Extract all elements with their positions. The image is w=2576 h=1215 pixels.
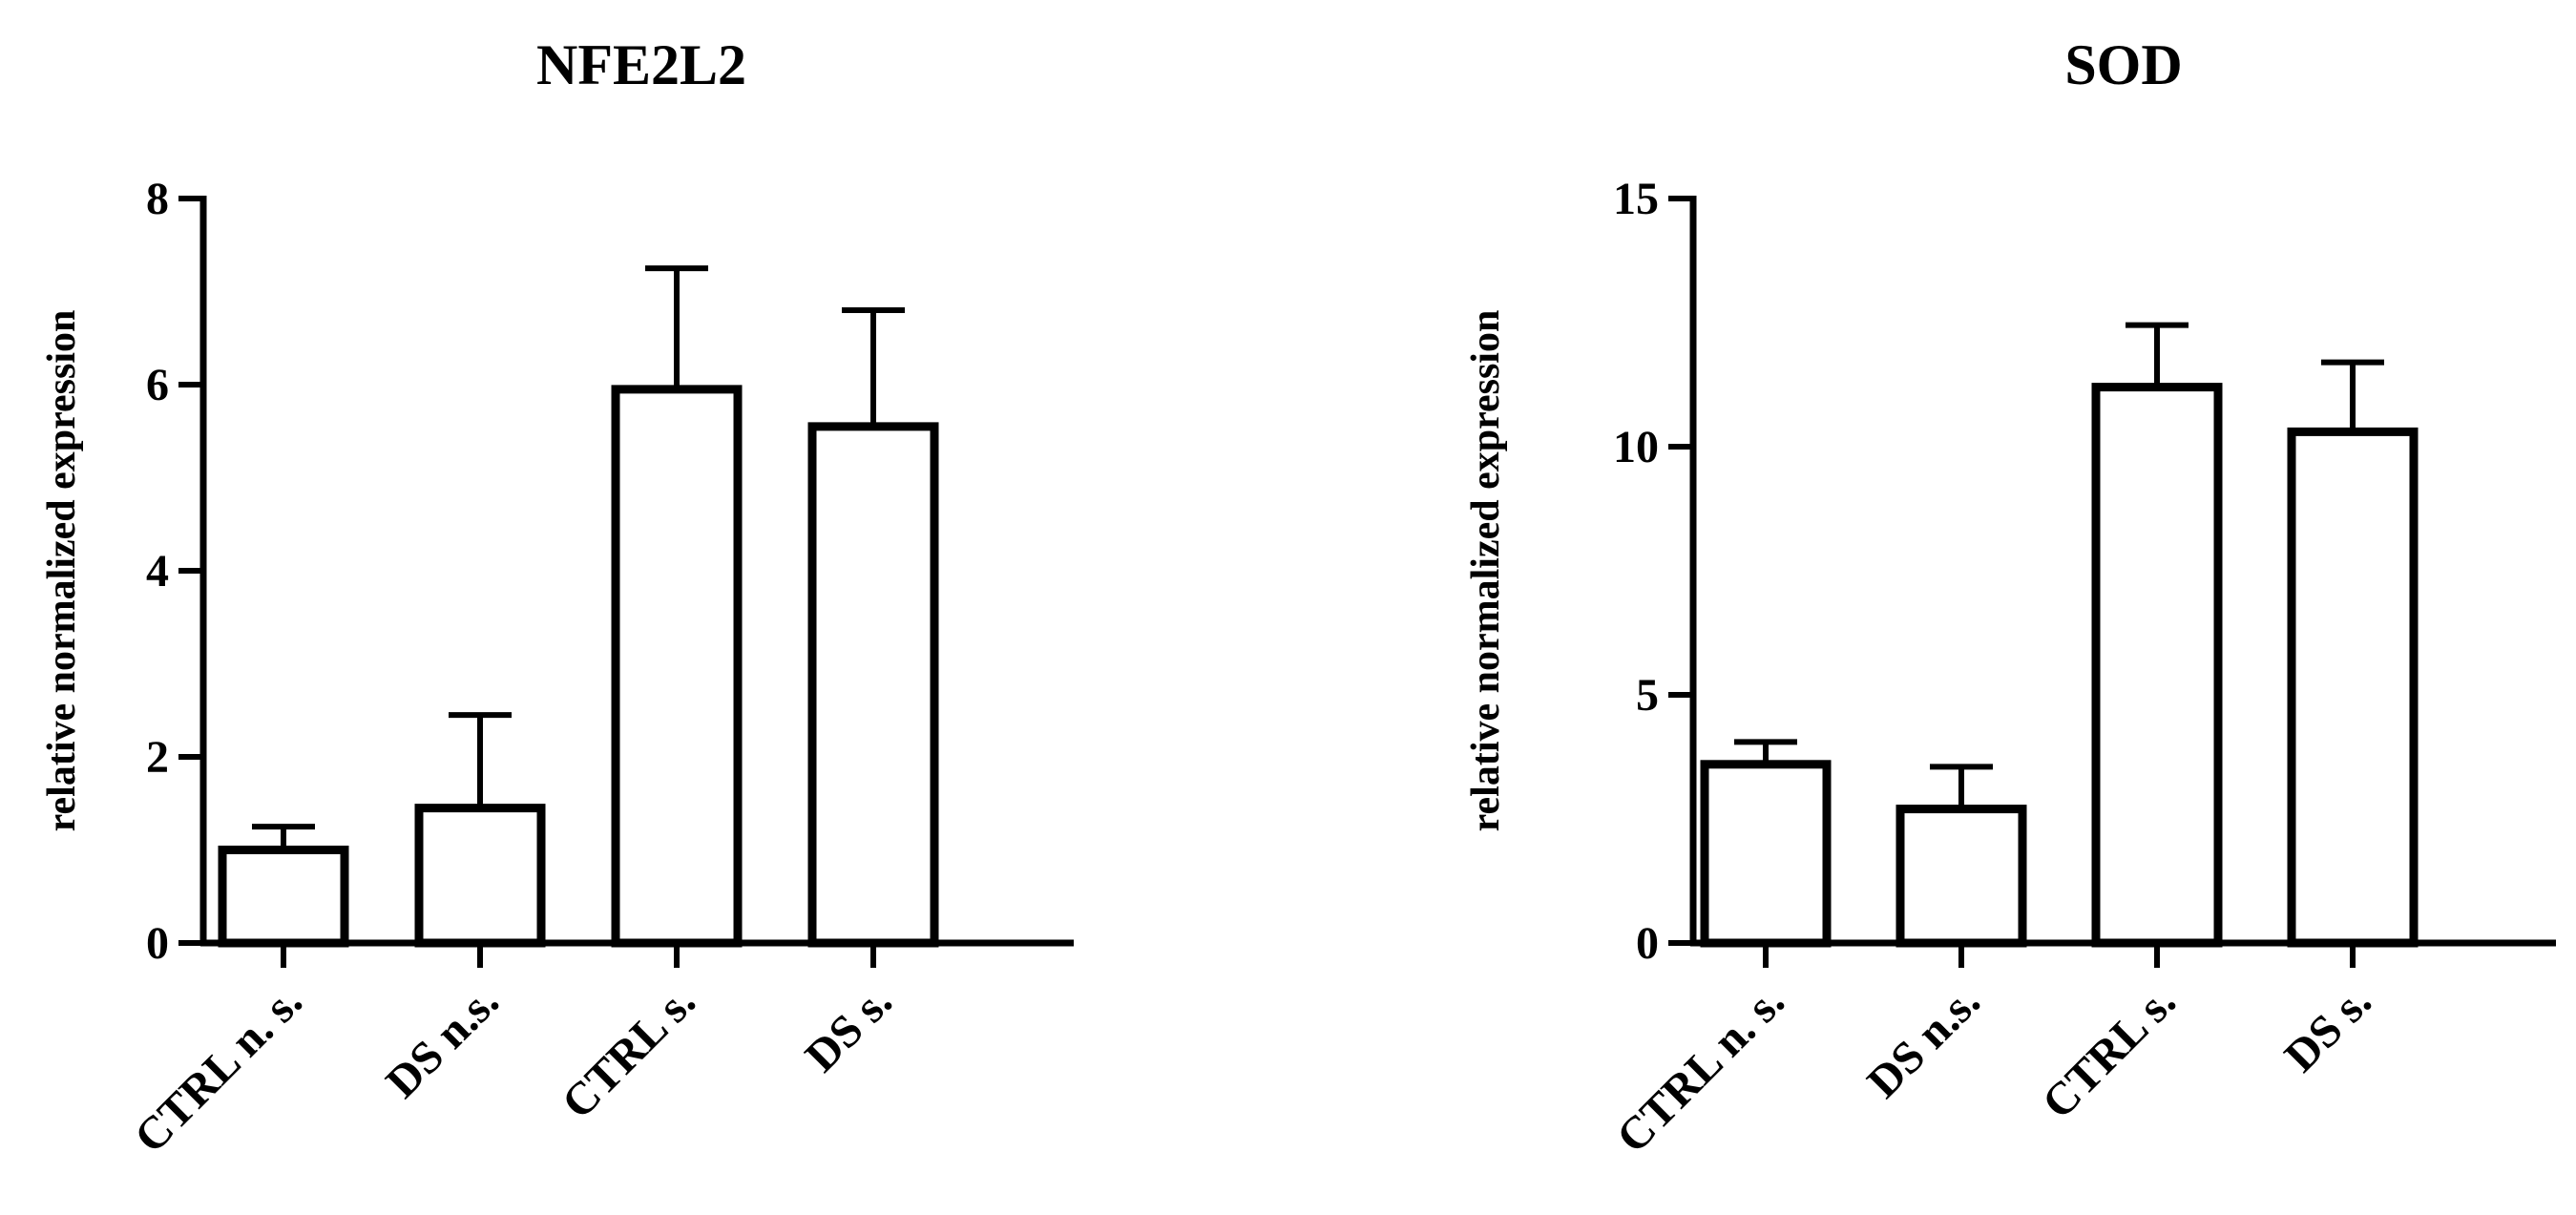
bar: [611, 385, 743, 948]
chart-title: SOD: [2064, 33, 2182, 96]
y-tick-label: 6: [146, 360, 169, 410]
y-tick-label: 0: [146, 918, 169, 969]
chart-panel-sod: SOD relative normalized expression 0 5 10 1…: [1464, 33, 2556, 1163]
bar: [2091, 383, 2223, 948]
y-tick-label: 10: [1613, 422, 1659, 472]
x-tick-label: DS n.s.: [1857, 975, 1989, 1107]
y-axis-label: relative normalized expression: [1464, 310, 1508, 832]
chart-panel-nfe2l2: NFE2L2 relative normalized expression 0 2…: [40, 33, 1074, 1163]
x-tick-label: DS s.: [2275, 975, 2381, 1081]
bar: [414, 804, 546, 948]
y-tick-label: 5: [1636, 670, 1659, 721]
y-tick-label: 15: [1613, 174, 1659, 224]
y-tick-label: 4: [146, 546, 169, 597]
chart-title: NFE2L2: [536, 33, 746, 96]
bar: [1700, 760, 1832, 948]
y-tick-label: 8: [146, 174, 169, 224]
bar: [807, 422, 939, 948]
bar: [1895, 805, 2027, 948]
x-tick-label: CTRL s.: [2033, 975, 2186, 1128]
y-tick-label: 0: [1636, 918, 1659, 969]
bar: [2287, 427, 2419, 948]
x-tick-label: CTRL n. s.: [1607, 975, 1794, 1163]
y-axis-label: relative normalized expression: [40, 310, 84, 832]
x-tick-label: DS s.: [796, 975, 902, 1081]
x-tick-label: DS n.s.: [376, 975, 508, 1107]
y-tick-label: 2: [146, 732, 169, 783]
x-tick-label: CTRL n. s.: [125, 975, 312, 1163]
bar: [218, 846, 349, 948]
x-tick-label: CTRL s.: [553, 975, 705, 1128]
